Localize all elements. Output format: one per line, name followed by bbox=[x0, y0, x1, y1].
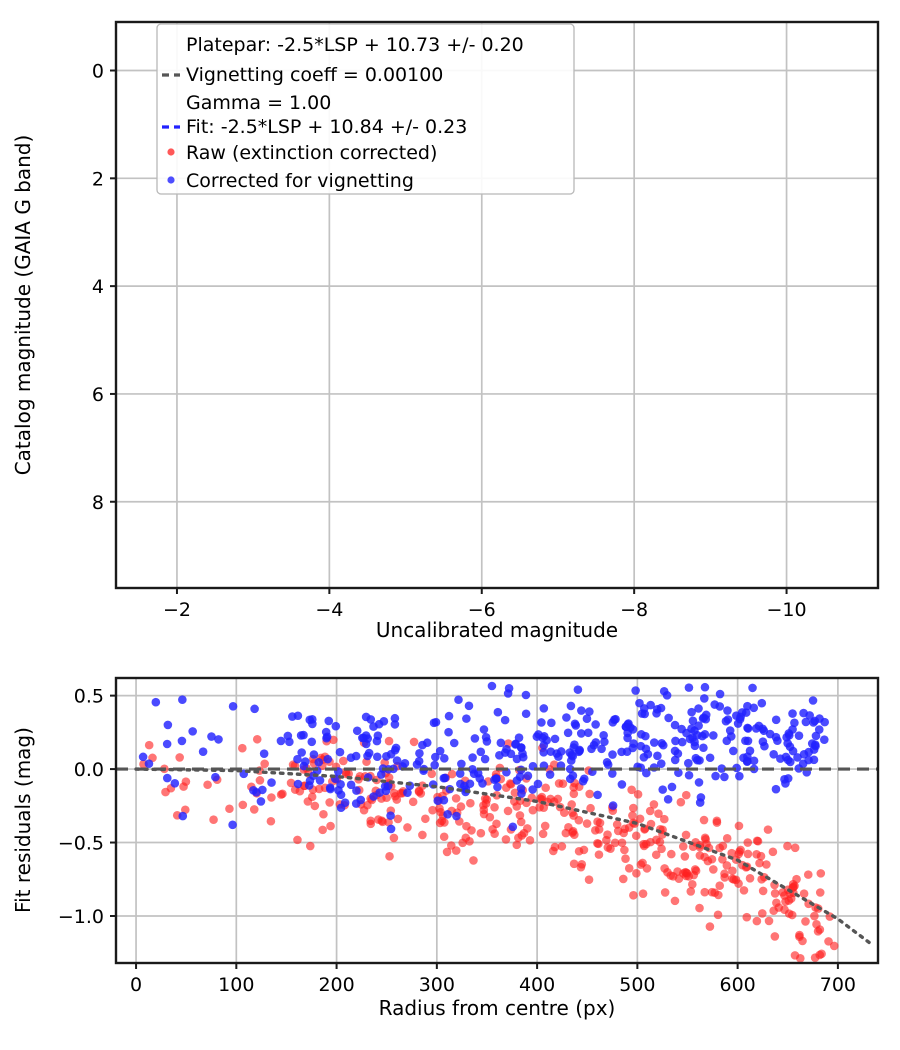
x-tick-label: 700 bbox=[820, 974, 856, 996]
series-corrected-points bbox=[138, 681, 829, 834]
vignetting-curve bbox=[134, 767, 875, 948]
legend-label-corrected: Corrected for vignetting bbox=[186, 170, 414, 192]
legend: Platepar: -2.5*LSP + 10.73 +/- 0.20 Vign… bbox=[156, 23, 575, 195]
y-tick-label: 6 bbox=[92, 384, 104, 406]
legend-entry-raw: Raw (extinction corrected) bbox=[167, 142, 437, 164]
x-tick-label: −10 bbox=[767, 599, 807, 621]
x-tick-label: −8 bbox=[620, 599, 648, 621]
photometric-calibration-panel: −2 −4 −6 −8 −10 0 2 4 6 8 Uncalibrated magnitude… bbox=[11, 20, 880, 642]
series-raw-points bbox=[139, 734, 839, 963]
legend-box bbox=[156, 23, 575, 195]
y-tick-label: −0.5 bbox=[58, 833, 104, 855]
y-tick-label: 0 bbox=[92, 61, 104, 83]
fit-residuals-panel: 0 100 200 300 400 500 600 700 0.5 0.0 −0.5 −1.0 Ra… bbox=[0, 655, 900, 1050]
data-layer bbox=[116, 681, 878, 963]
axes-spines bbox=[114, 20, 880, 590]
x-tick-label: −2 bbox=[163, 599, 191, 621]
legend-entry-platepar: Platepar: -2.5*LSP + 10.73 +/- 0.20 bbox=[186, 34, 524, 56]
x-tick-label: 0 bbox=[130, 974, 142, 996]
x-tick-label: 600 bbox=[719, 974, 755, 996]
legend-entry-gamma: Gamma = 1.00 bbox=[186, 92, 331, 114]
red-dot-icon bbox=[167, 148, 175, 156]
x-tick-label: −6 bbox=[468, 599, 496, 621]
legend-label-platepar: Platepar: -2.5*LSP + 10.73 +/- 0.20 bbox=[186, 34, 524, 56]
photometric-calibration-svg: −2 −4 −6 −8 −10 0 2 4 6 8 Uncalibrated magnitude… bbox=[11, 20, 880, 642]
y-tick-label: 0.5 bbox=[74, 686, 104, 708]
legend-entry-vignetting-coeff: Vignetting coeff = 0.00100 bbox=[162, 64, 443, 86]
fit-residuals-svg: 0 100 200 300 400 500 600 700 0.5 0.0 −0.5 −1.0 Ra… bbox=[11, 676, 880, 1020]
y-tick-label: 4 bbox=[92, 276, 104, 298]
blue-dot-icon bbox=[167, 176, 175, 184]
y-axis-label: Catalog magnitude (GAIA G band) bbox=[11, 135, 35, 476]
y-tick-label: 8 bbox=[92, 492, 104, 514]
legend-label-fit: Fit: -2.5*LSP + 10.84 +/- 0.23 bbox=[186, 116, 467, 138]
tick-marks bbox=[110, 694, 839, 969]
x-tick-label: −4 bbox=[315, 599, 343, 621]
y-axis-label: Fit residuals (mag) bbox=[11, 727, 35, 913]
axes-spines bbox=[114, 676, 880, 965]
y-tick-label: 0.0 bbox=[74, 759, 104, 781]
legend-entry-corrected: Corrected for vignetting bbox=[167, 170, 414, 192]
legend-label-raw: Raw (extinction corrected) bbox=[186, 142, 437, 164]
y-tick-label: 2 bbox=[92, 168, 104, 190]
x-tick-label: 400 bbox=[519, 974, 555, 996]
tick-marks bbox=[110, 69, 788, 594]
x-tick-label: 200 bbox=[318, 974, 354, 996]
y-tick-labels: 0 2 4 6 8 bbox=[92, 61, 104, 514]
x-axis-label: Radius from centre (px) bbox=[379, 996, 616, 1020]
legend-label-vignetting-coeff: Vignetting coeff = 0.00100 bbox=[186, 64, 443, 86]
x-tick-labels: −2 −4 −6 −8 −10 bbox=[163, 599, 807, 621]
x-tick-label: 100 bbox=[218, 974, 254, 996]
y-tick-label: −1.0 bbox=[58, 906, 104, 928]
x-axis-label: Uncalibrated magnitude bbox=[376, 618, 618, 642]
x-tick-label: 300 bbox=[419, 974, 455, 996]
x-tick-label: 500 bbox=[619, 974, 655, 996]
x-tick-labels: 0 100 200 300 400 500 600 700 bbox=[130, 974, 856, 996]
y-tick-labels: 0.5 0.0 −0.5 −1.0 bbox=[58, 686, 104, 928]
legend-entry-fit: Fit: -2.5*LSP + 10.84 +/- 0.23 bbox=[162, 116, 467, 138]
legend-label-gamma: Gamma = 1.00 bbox=[186, 92, 331, 114]
